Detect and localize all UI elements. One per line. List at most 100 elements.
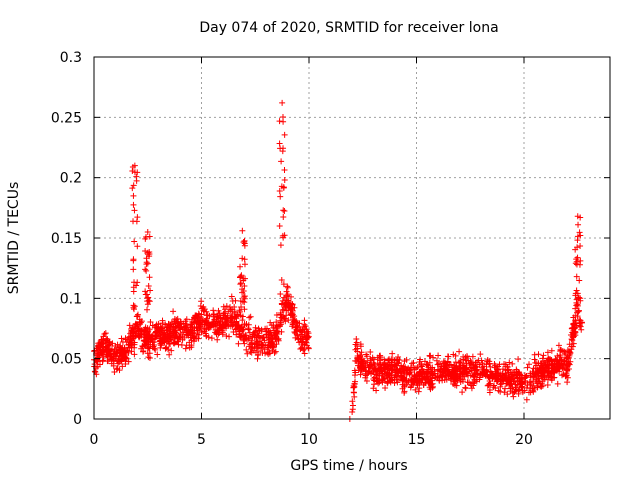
data-point	[502, 385, 509, 392]
data-point	[444, 361, 451, 368]
x-tick-label: 0	[90, 432, 99, 448]
data-point	[494, 367, 501, 374]
data-point	[541, 374, 548, 381]
data-point	[237, 334, 244, 341]
data-point	[149, 339, 156, 346]
data-point	[360, 363, 367, 370]
data-point	[188, 321, 195, 328]
data-point	[169, 326, 176, 333]
y-tick-label: 0.1	[60, 291, 82, 307]
data-point	[146, 233, 153, 240]
data-point	[368, 370, 375, 377]
data-point	[305, 330, 312, 337]
data-point	[463, 360, 470, 367]
data-point	[492, 362, 499, 369]
data-point	[551, 367, 558, 374]
data-point	[142, 288, 149, 295]
data-point	[136, 333, 143, 340]
data-point	[403, 381, 410, 388]
data-point	[371, 356, 378, 363]
data-point	[133, 173, 140, 180]
data-point	[182, 345, 189, 352]
data-point	[232, 313, 239, 320]
data-point	[440, 360, 447, 367]
data-point	[363, 378, 370, 385]
data-point	[280, 306, 287, 313]
data-point	[533, 369, 540, 376]
data-point	[237, 298, 244, 305]
data-point	[264, 344, 271, 351]
data-point	[130, 306, 137, 313]
data-point	[105, 358, 112, 365]
data-point	[131, 279, 138, 286]
data-point	[208, 335, 215, 342]
x-tick-label: 20	[515, 432, 533, 448]
data-point	[399, 365, 406, 372]
data-point	[464, 379, 471, 386]
data-point	[572, 246, 579, 253]
data-point	[142, 328, 149, 335]
data-point	[281, 176, 288, 183]
data-point	[537, 366, 544, 373]
data-point	[470, 373, 477, 380]
data-point	[303, 342, 310, 349]
data-point	[443, 376, 450, 383]
data-point	[501, 389, 508, 396]
x-tick-label: 10	[300, 432, 318, 448]
data-point	[277, 242, 284, 249]
data-point	[105, 342, 112, 349]
data-point	[411, 366, 418, 373]
data-point	[146, 326, 153, 333]
data-point	[469, 353, 476, 360]
data-point	[129, 185, 136, 192]
data-point	[523, 396, 530, 403]
data-points	[91, 99, 585, 422]
data-point	[352, 341, 359, 348]
data-point	[367, 355, 374, 362]
data-point	[353, 335, 360, 342]
data-point	[125, 349, 132, 356]
data-point	[505, 366, 512, 373]
data-point	[170, 332, 177, 339]
data-point	[196, 311, 203, 318]
data-point	[118, 335, 125, 342]
data-point	[388, 366, 395, 373]
data-point	[357, 354, 364, 361]
data-point	[241, 333, 248, 340]
data-point	[166, 351, 173, 358]
data-point	[565, 354, 572, 361]
data-point	[249, 344, 256, 351]
data-point	[552, 364, 559, 371]
data-point	[253, 334, 260, 341]
data-point	[259, 334, 266, 341]
data-point	[540, 352, 547, 359]
data-point	[275, 337, 282, 344]
data-point	[224, 312, 231, 319]
data-point	[497, 383, 504, 390]
data-point	[462, 385, 469, 392]
data-point	[354, 355, 361, 362]
data-point	[451, 378, 458, 385]
data-point	[388, 371, 395, 378]
data-point	[417, 356, 424, 363]
data-point	[460, 353, 467, 360]
data-point	[566, 351, 573, 358]
y-tick-label: 0.3	[60, 50, 82, 66]
data-point	[282, 300, 289, 307]
data-point	[277, 145, 284, 152]
data-point	[380, 373, 387, 380]
data-point	[157, 344, 164, 351]
data-point	[131, 351, 138, 358]
data-point	[119, 363, 126, 370]
data-point	[203, 315, 210, 322]
data-point	[134, 311, 141, 318]
data-point	[486, 387, 493, 394]
data-point	[576, 229, 583, 236]
data-point	[152, 346, 159, 353]
data-point	[554, 380, 561, 387]
data-point	[351, 383, 358, 390]
data-point	[473, 366, 480, 373]
data-point	[293, 327, 300, 334]
data-point	[241, 261, 248, 268]
data-point	[395, 376, 402, 383]
